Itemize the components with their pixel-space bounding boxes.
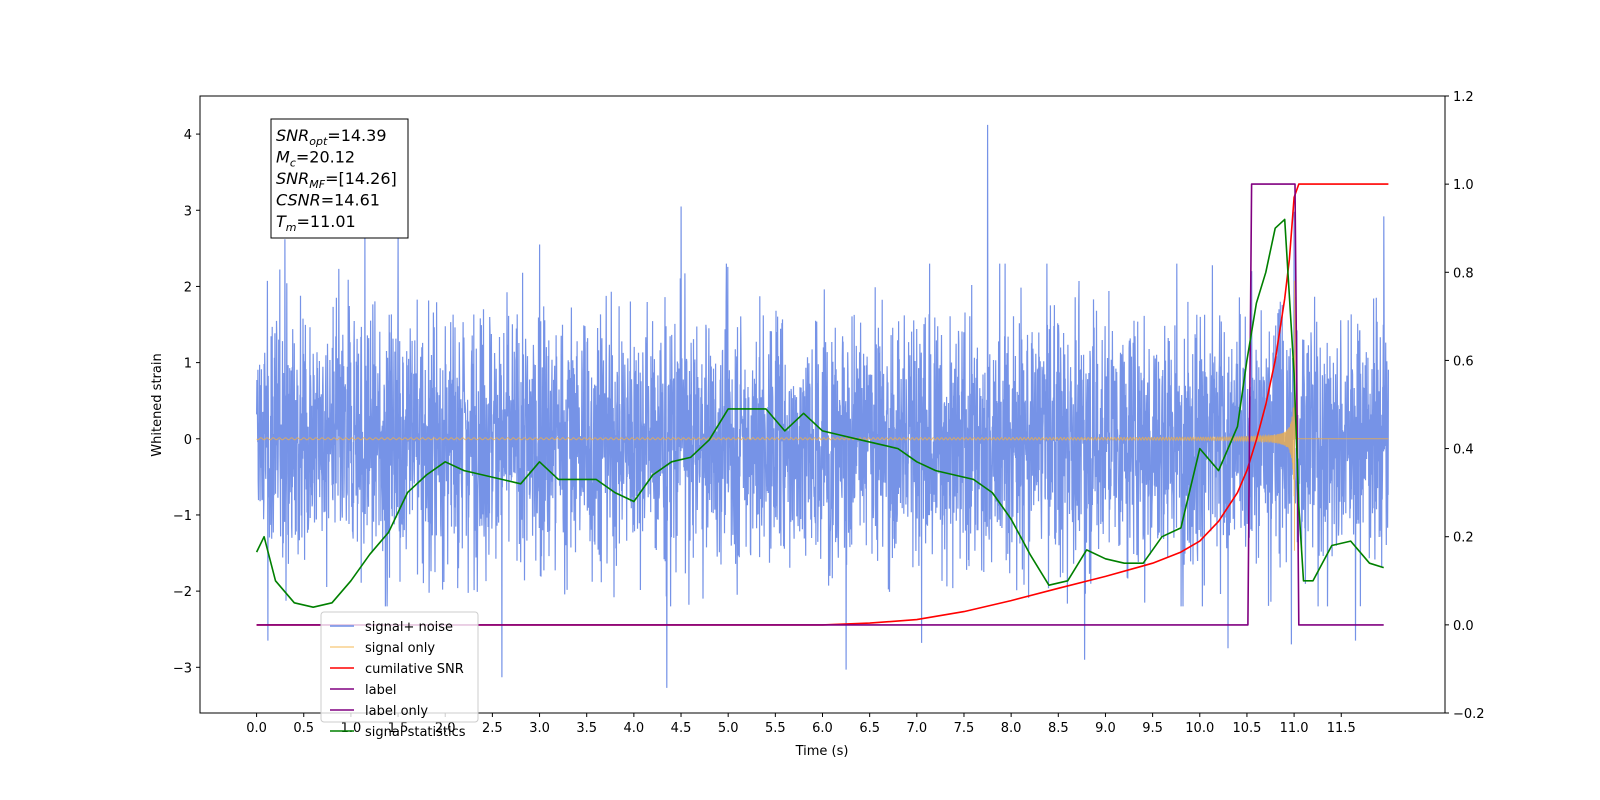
x-tick-label: 4.5 xyxy=(671,721,692,736)
legend-label-label-only: label only xyxy=(365,704,428,719)
legend-label-signal-only: signal only xyxy=(365,641,435,656)
x-tick-label: 11.5 xyxy=(1327,721,1356,736)
x-tick-label: 1.0 xyxy=(341,721,362,736)
legend-label-signal-statistics: signal statistics xyxy=(365,725,466,740)
x-tick-label: 2.5 xyxy=(482,721,503,736)
y-left-tick-label: −1 xyxy=(173,509,192,524)
x-tick-label: 11.0 xyxy=(1280,721,1309,736)
series-line-signal-statistics xyxy=(255,218,1384,608)
x-tick-label: 10.5 xyxy=(1232,721,1261,736)
legend: signal+ noise signal only cumilative SNR la… xyxy=(320,611,479,740)
annotation-line: SNRMF=[14.26] xyxy=(276,169,397,191)
y-left-tick-label: 2 xyxy=(184,280,192,295)
legend-frame xyxy=(320,611,479,723)
annotation-line: CSNR=14.61 xyxy=(276,191,380,210)
x-tick-label: 5.5 xyxy=(765,721,786,736)
y-left-tick-label: 0 xyxy=(184,433,192,448)
y-left-tick-label: −2 xyxy=(173,585,192,600)
series-line-signal-only xyxy=(256,280,1389,551)
x-axis: 0.0 0.5 1.0 1.5 2.0 2.5 3.0 3.5 4.0 4.5 5.0 5.5 6.0 6… xyxy=(246,713,1356,736)
annotation-frame xyxy=(270,118,409,239)
legend-label-signal-noise: signal+ noise xyxy=(365,620,453,635)
x-tick-label: 10.0 xyxy=(1185,721,1214,736)
y-left-tick-label: −3 xyxy=(173,661,192,676)
x-tick-label: 7.0 xyxy=(906,721,927,736)
series-layer xyxy=(255,124,1389,688)
series-line-label xyxy=(256,183,1384,626)
x-tick-label: 6.5 xyxy=(859,721,880,736)
y-left-tick-label: 4 xyxy=(184,128,192,143)
annotation-box: SNRopt=14.39Mc=20.12SNRMF=[14.26]CSNR=14… xyxy=(270,118,409,239)
x-tick-label: 8.5 xyxy=(1048,721,1069,736)
y-left-tick-label: 1 xyxy=(184,357,192,372)
x-tick-label: 0.5 xyxy=(293,721,314,736)
x-tick-label: 8.0 xyxy=(1001,721,1022,736)
series-line-signal-noise xyxy=(256,124,1389,688)
y-right-tick-label: 0.8 xyxy=(1453,266,1474,281)
x-tick-label: 0.0 xyxy=(246,721,267,736)
y-right-tick-label: −0.2 xyxy=(1453,707,1485,722)
annotation-line: SNRopt=14.39 xyxy=(276,126,387,148)
y-left-axis: 4 3 2 1 0 −1 −2 −3 xyxy=(173,128,200,676)
x-tick-label: 4.0 xyxy=(624,721,645,736)
y-right-tick-label: 0.2 xyxy=(1453,531,1474,546)
annotation-line: Tm=11.01 xyxy=(276,212,356,234)
annotation-line: Mc=20.12 xyxy=(276,148,355,170)
x-tick-label: 2.0 xyxy=(435,721,456,736)
x-tick-label: 9.5 xyxy=(1142,721,1163,736)
x-axis-label: Time (s) xyxy=(795,744,849,759)
x-tick-label: 7.5 xyxy=(954,721,975,736)
series-line-cumilative-snr xyxy=(256,183,1389,626)
y-right-tick-label: 0.0 xyxy=(1453,619,1474,634)
x-tick-label: 1.5 xyxy=(388,721,409,736)
x-tick-label: 3.5 xyxy=(576,721,597,736)
y-right-axis: 1.2 1.0 0.8 0.6 0.4 0.2 0.0 −0.2 xyxy=(1445,90,1485,722)
y-right-tick-label: 0.6 xyxy=(1453,354,1474,369)
x-tick-label: 6.0 xyxy=(812,721,833,736)
y-right-tick-label: 1.0 xyxy=(1453,178,1474,193)
x-tick-label: 5.0 xyxy=(718,721,739,736)
y-right-tick-label: 1.2 xyxy=(1453,90,1474,105)
y-left-tick-label: 3 xyxy=(184,204,192,219)
x-tick-label: 9.0 xyxy=(1095,721,1116,736)
legend-label-label: label xyxy=(365,683,396,698)
x-tick-label: 3.0 xyxy=(529,721,550,736)
y-right-tick-label: 0.4 xyxy=(1453,443,1474,458)
legend-label-cumilative-snr: cumilative SNR xyxy=(365,662,464,677)
y-axis-label-left: Whitened strain xyxy=(150,353,165,456)
